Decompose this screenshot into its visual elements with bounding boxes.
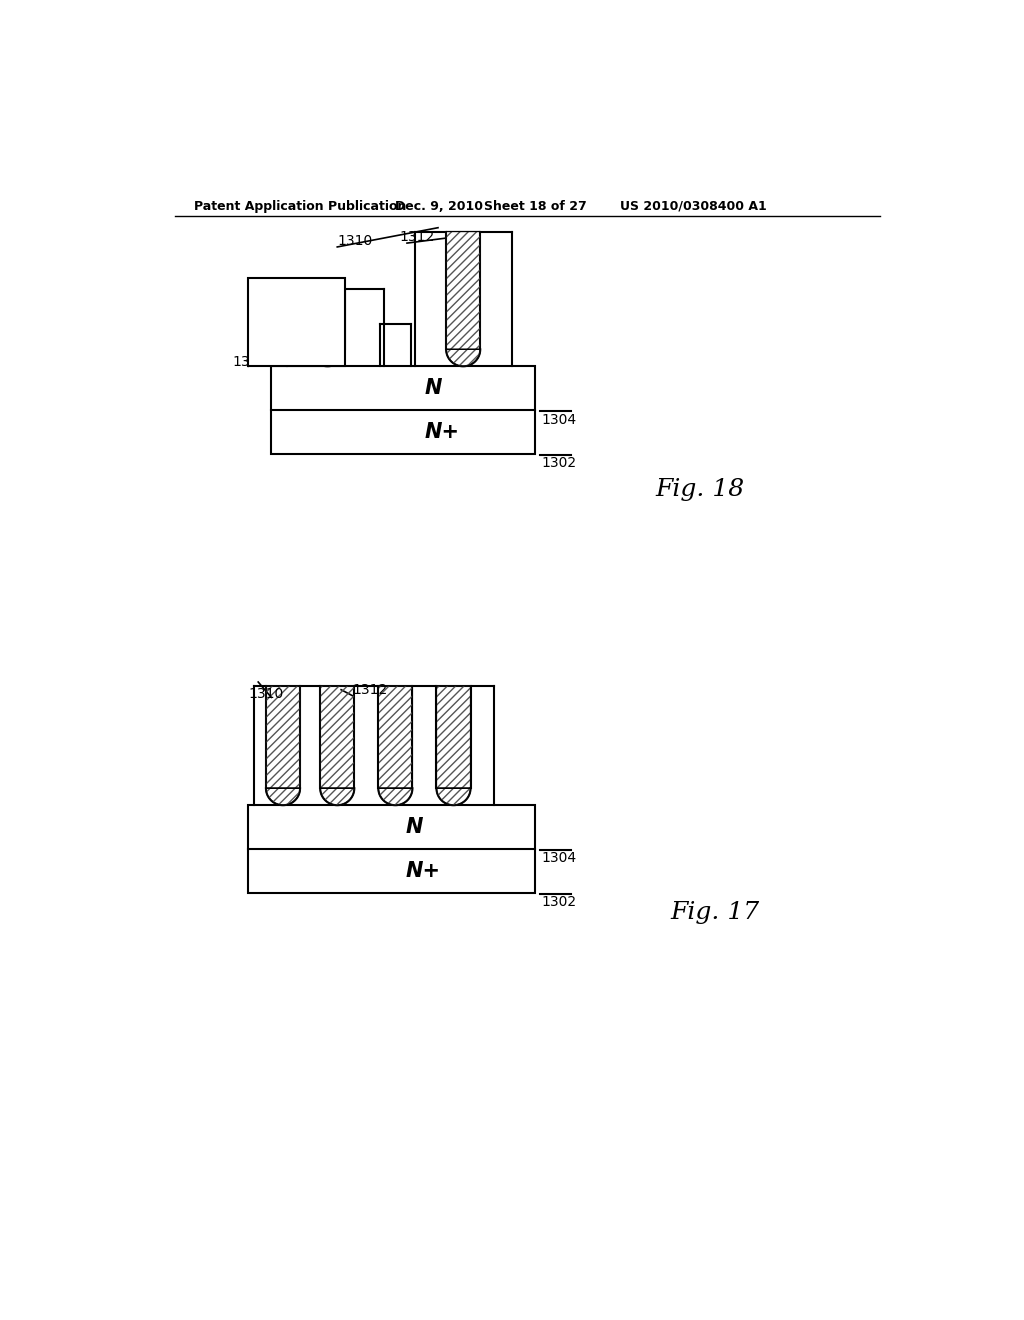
Bar — [271, 367, 535, 454]
Polygon shape — [436, 686, 471, 805]
Polygon shape — [321, 686, 354, 805]
Text: 1302: 1302 — [541, 457, 577, 470]
Text: 1312: 1312 — [352, 682, 388, 697]
Polygon shape — [446, 231, 480, 366]
Text: Sheet 18 of 27: Sheet 18 of 27 — [484, 199, 587, 213]
Text: US 2010/0308400 A1: US 2010/0308400 A1 — [621, 199, 767, 213]
Text: 1310: 1310 — [337, 234, 373, 248]
Polygon shape — [310, 289, 345, 366]
Text: N: N — [406, 817, 423, 837]
Text: N+: N+ — [424, 422, 459, 442]
Polygon shape — [266, 686, 300, 805]
Text: Fig. 18: Fig. 18 — [655, 478, 744, 502]
Text: 1310: 1310 — [248, 686, 284, 701]
Text: 1314: 1314 — [232, 355, 268, 370]
Polygon shape — [378, 686, 413, 805]
Text: 1312: 1312 — [399, 230, 434, 244]
Text: 1302: 1302 — [541, 895, 577, 909]
Text: Photoresist: Photoresist — [290, 288, 303, 356]
Text: 1304: 1304 — [541, 412, 577, 426]
Bar — [248, 805, 535, 892]
Text: N: N — [424, 379, 441, 399]
Text: N+: N+ — [406, 861, 441, 880]
Text: Fig. 17: Fig. 17 — [671, 902, 760, 924]
Text: Dec. 9, 2010: Dec. 9, 2010 — [395, 199, 483, 213]
Text: Patent Application Publication: Patent Application Publication — [194, 199, 407, 213]
Text: 1304: 1304 — [541, 851, 577, 866]
Bar — [248, 277, 345, 366]
